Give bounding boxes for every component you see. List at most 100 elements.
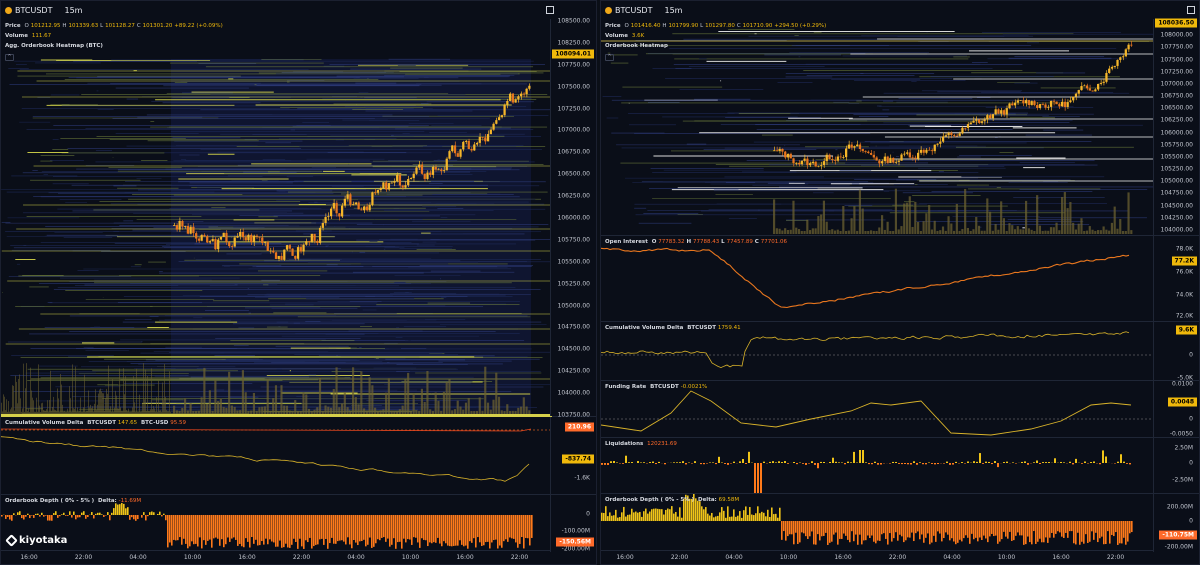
obd-bar — [701, 506, 703, 521]
right-heatmap-legend: Orderbook Heatmap — [605, 43, 668, 49]
obd-bar — [99, 512, 101, 515]
fullscreen-icon[interactable] — [546, 6, 554, 14]
liq-bar — [901, 463, 903, 465]
obd-bar — [965, 521, 967, 536]
right-price-axis[interactable]: 108250.00108000.00107750.00107500.001072… — [1153, 18, 1199, 235]
right-cvd-chart[interactable] — [601, 322, 1155, 381]
left-cvd-axis[interactable]: 210.96 -837.74 -1.6K — [550, 417, 596, 494]
left-time-axis[interactable]: 16:00 22:00 04:00 10:00 16:00 22:00 04:00 10:00… — [1, 550, 550, 564]
candle — [875, 157, 878, 161]
price-tick: 105250.00 — [1160, 165, 1193, 173]
right-liq-chart[interactable] — [601, 438, 1155, 494]
obd-bar — [63, 512, 65, 515]
right-obd-axis[interactable]: 200.00M 0 -110.75M -200.00M — [1153, 494, 1199, 552]
left-timeframe-selector[interactable]: 15m — [64, 5, 83, 15]
obd-bar — [1, 515, 3, 517]
volume-bar — [881, 215, 884, 234]
right-funding-axis[interactable]: 0.0100 0.0048 0 -0.0050 — [1153, 381, 1199, 438]
volume-bar — [150, 409, 151, 414]
candle — [1074, 93, 1078, 97]
obd-bar — [185, 515, 187, 544]
candle — [784, 151, 787, 158]
candle — [820, 165, 823, 166]
right-oi-chart[interactable] — [601, 236, 1155, 322]
left-cvd-chart[interactable] — [1, 417, 552, 495]
liq-bar — [1099, 463, 1101, 465]
collapse-legend-button[interactable]: ^ — [605, 54, 614, 61]
obd-bar — [453, 515, 455, 546]
left-heatmap-chart[interactable] — [1, 19, 552, 417]
cvd-top-tag: 210.96 — [564, 422, 594, 432]
collapse-legend-button[interactable]: ^ — [5, 54, 14, 61]
candle — [997, 109, 1000, 114]
volume-bar — [922, 221, 925, 234]
candle — [445, 158, 448, 171]
left-price-axis[interactable]: 108500.00 108250.00 107750.00 107500.00 1072… — [550, 18, 596, 419]
obd-bar — [163, 513, 165, 515]
volume-bar — [178, 410, 181, 414]
candle — [478, 136, 481, 143]
left-obd-axis[interactable]: 0 -100.00M -200.00M -150.56M — [550, 495, 596, 553]
obd-bar — [1127, 521, 1129, 542]
obd-bar — [419, 515, 421, 548]
obd-bar — [189, 515, 191, 547]
volume-bar — [1002, 218, 1006, 234]
volume-bar — [8, 401, 9, 414]
obd-bar — [159, 511, 161, 515]
candle — [825, 154, 828, 162]
candle — [203, 235, 206, 237]
oi-tick: 74.0K — [1175, 291, 1193, 299]
price-tick: 105250.00 — [557, 280, 590, 288]
candle — [900, 154, 903, 161]
obd-bar — [1079, 521, 1081, 545]
candle — [250, 234, 253, 243]
liq-bar — [742, 459, 744, 463]
obd-bar — [1053, 521, 1055, 538]
candle — [797, 162, 801, 165]
volume-bar — [39, 405, 40, 414]
volume-bar — [36, 397, 37, 414]
volume-bar — [1119, 219, 1122, 234]
obd-bar — [935, 521, 937, 542]
obd-bar — [795, 521, 797, 533]
right-timeframe-selector[interactable]: 15m — [664, 5, 683, 15]
volume-bar — [429, 409, 432, 414]
obd-bar — [361, 515, 363, 542]
fullscreen-icon[interactable] — [1187, 6, 1195, 14]
left-obd-chart[interactable] — [1, 495, 552, 552]
volume-bar — [173, 405, 176, 414]
obd-bar — [1115, 521, 1117, 533]
obd-bar — [631, 508, 633, 521]
candle — [908, 152, 911, 158]
obd-bar — [323, 515, 325, 545]
right-oi-axis[interactable]: 78.0K 76.0K 74.0K 72.0K 77.2K — [1153, 236, 1199, 321]
obd-bar — [187, 515, 189, 549]
volume-bar — [115, 390, 116, 414]
volume-bar — [1016, 226, 1019, 234]
candle — [398, 174, 402, 186]
liq-bar — [604, 463, 606, 465]
volume-bar — [92, 406, 93, 414]
right-heatmap-chart[interactable] — [601, 19, 1155, 236]
obd-bar — [281, 515, 283, 548]
right-funding-chart[interactable] — [601, 381, 1155, 438]
right-symbol-selector[interactable]: BTCUSDT — [605, 6, 652, 15]
volume-bar — [77, 407, 78, 414]
right-cvd-axis[interactable]: 9.6K 0 -5.0K — [1153, 322, 1199, 382]
right-liq-axis[interactable]: 2.50M 0 -2.50M — [1153, 438, 1199, 493]
liq-bar — [1021, 461, 1023, 463]
volume-bar — [453, 409, 457, 414]
volume-bar — [131, 411, 132, 414]
candle — [789, 153, 792, 159]
obd-bar — [67, 515, 69, 516]
obd-bar — [861, 521, 863, 545]
candle — [897, 160, 900, 162]
candle — [484, 137, 487, 142]
liq-bar — [682, 461, 684, 463]
right-obd-chart[interactable] — [601, 494, 1155, 552]
liq-bar — [874, 461, 876, 463]
left-symbol-selector[interactable]: BTCUSDT — [5, 6, 52, 15]
obd-bar — [1109, 521, 1111, 544]
right-time-axis[interactable]: 16:00 22:00 04:00 10:00 16:00 22:00 04:00 10:00… — [601, 550, 1153, 564]
obd-bar — [679, 507, 681, 521]
